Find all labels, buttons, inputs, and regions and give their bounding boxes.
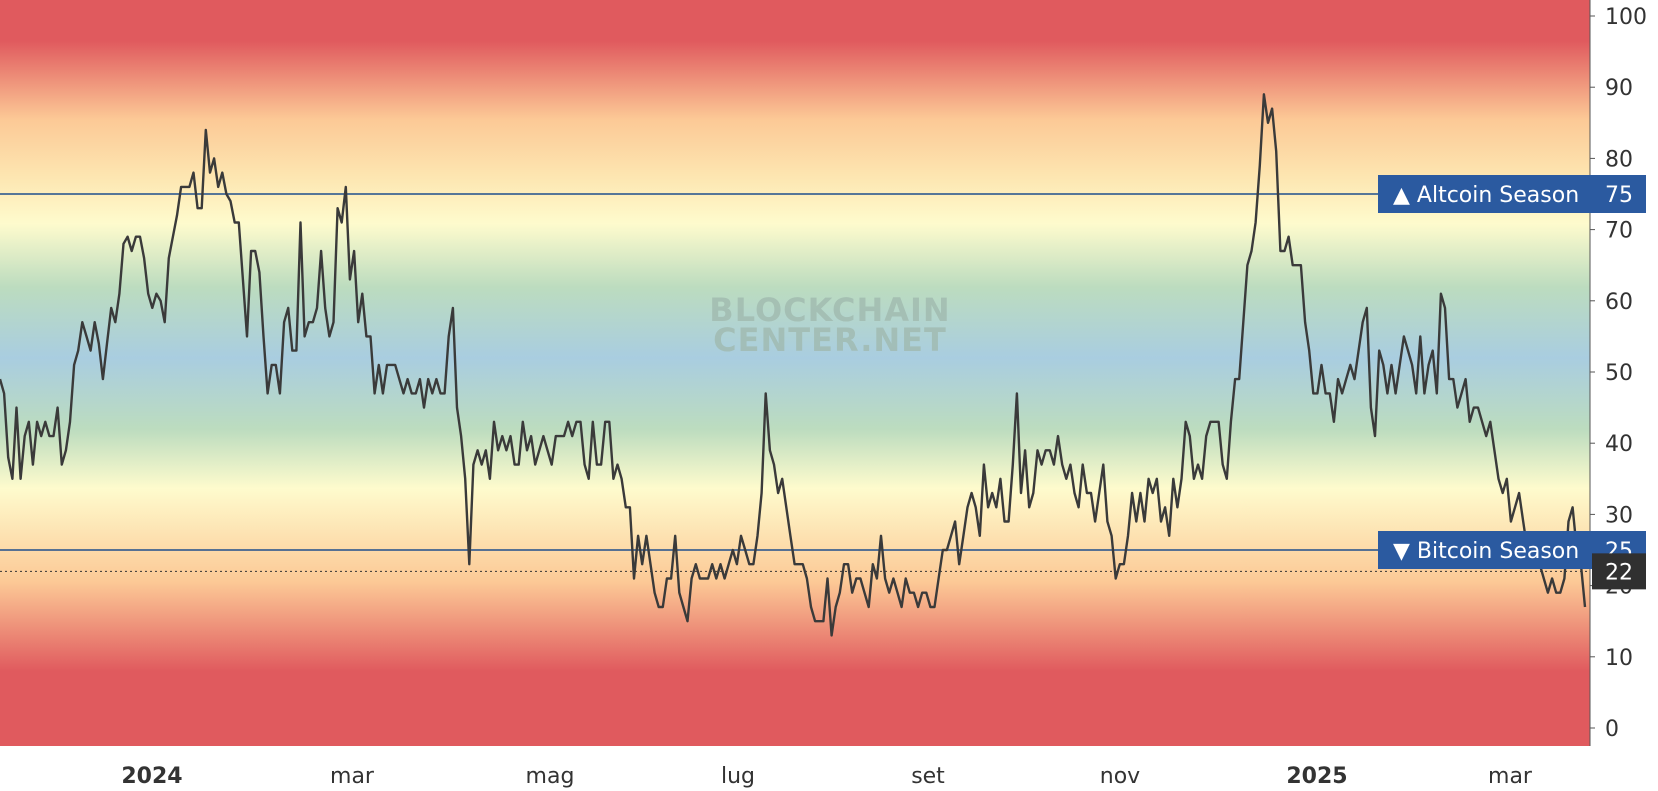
x-tick-label: set: [911, 764, 945, 789]
series-line: [0, 93, 1587, 637]
last-value-tag: 22: [1592, 553, 1646, 590]
y-tick-label: 40: [1605, 432, 1633, 457]
x-tick-label: 2024: [121, 764, 182, 789]
y-tick-label: 0: [1605, 717, 1619, 742]
y-axis: 0102030405060708090100: [1590, 5, 1647, 742]
watermark-line2: CENTER.NET: [713, 321, 947, 359]
x-tick-label: 2025: [1286, 764, 1347, 789]
y-tick-label: 100: [1605, 5, 1647, 30]
last-value-label: 22: [1605, 560, 1633, 585]
y-tick-label: 70: [1605, 219, 1633, 244]
y-tick-label: 80: [1605, 147, 1633, 172]
right-axis-background: [1590, 0, 1658, 791]
reference-tag-bg: [1378, 175, 1646, 213]
x-tick-label: mag: [526, 764, 575, 789]
y-tick-label: 10: [1605, 646, 1633, 671]
x-tick-label: nov: [1100, 764, 1140, 789]
reference-lines: [0, 193, 1590, 551]
reference-tag-label: ▲ Altcoin Season: [1393, 183, 1579, 208]
reference-tags: ▲ Altcoin Season 75 ▼ Bitcoin Season 25: [1378, 175, 1646, 569]
y-tick-label: 60: [1605, 290, 1633, 315]
reference-tag: ▼ Bitcoin Season 25: [1378, 531, 1646, 569]
x-tick-label: lug: [721, 764, 755, 789]
watermark: BLOCKCHAIN CENTER.NET: [709, 291, 950, 359]
watermark-line1: BLOCKCHAIN: [709, 291, 950, 329]
reference-tag-label: ▼ Bitcoin Season: [1393, 539, 1579, 564]
reference-tag: ▲ Altcoin Season 75: [1378, 175, 1646, 213]
x-axis: 2024 mar mag lug set nov 2025 mar: [121, 764, 1533, 789]
x-tick-label: mar: [1488, 764, 1533, 789]
y-tick-label: 90: [1605, 76, 1633, 101]
y-tick-label: 50: [1605, 361, 1633, 386]
bottom-axis-background: [0, 746, 1658, 791]
y-tick-label: 30: [1605, 503, 1633, 528]
x-tick-label: mar: [330, 764, 375, 789]
reference-tag-value: 75: [1605, 183, 1633, 208]
last-value-tag-bg: [1592, 553, 1646, 590]
